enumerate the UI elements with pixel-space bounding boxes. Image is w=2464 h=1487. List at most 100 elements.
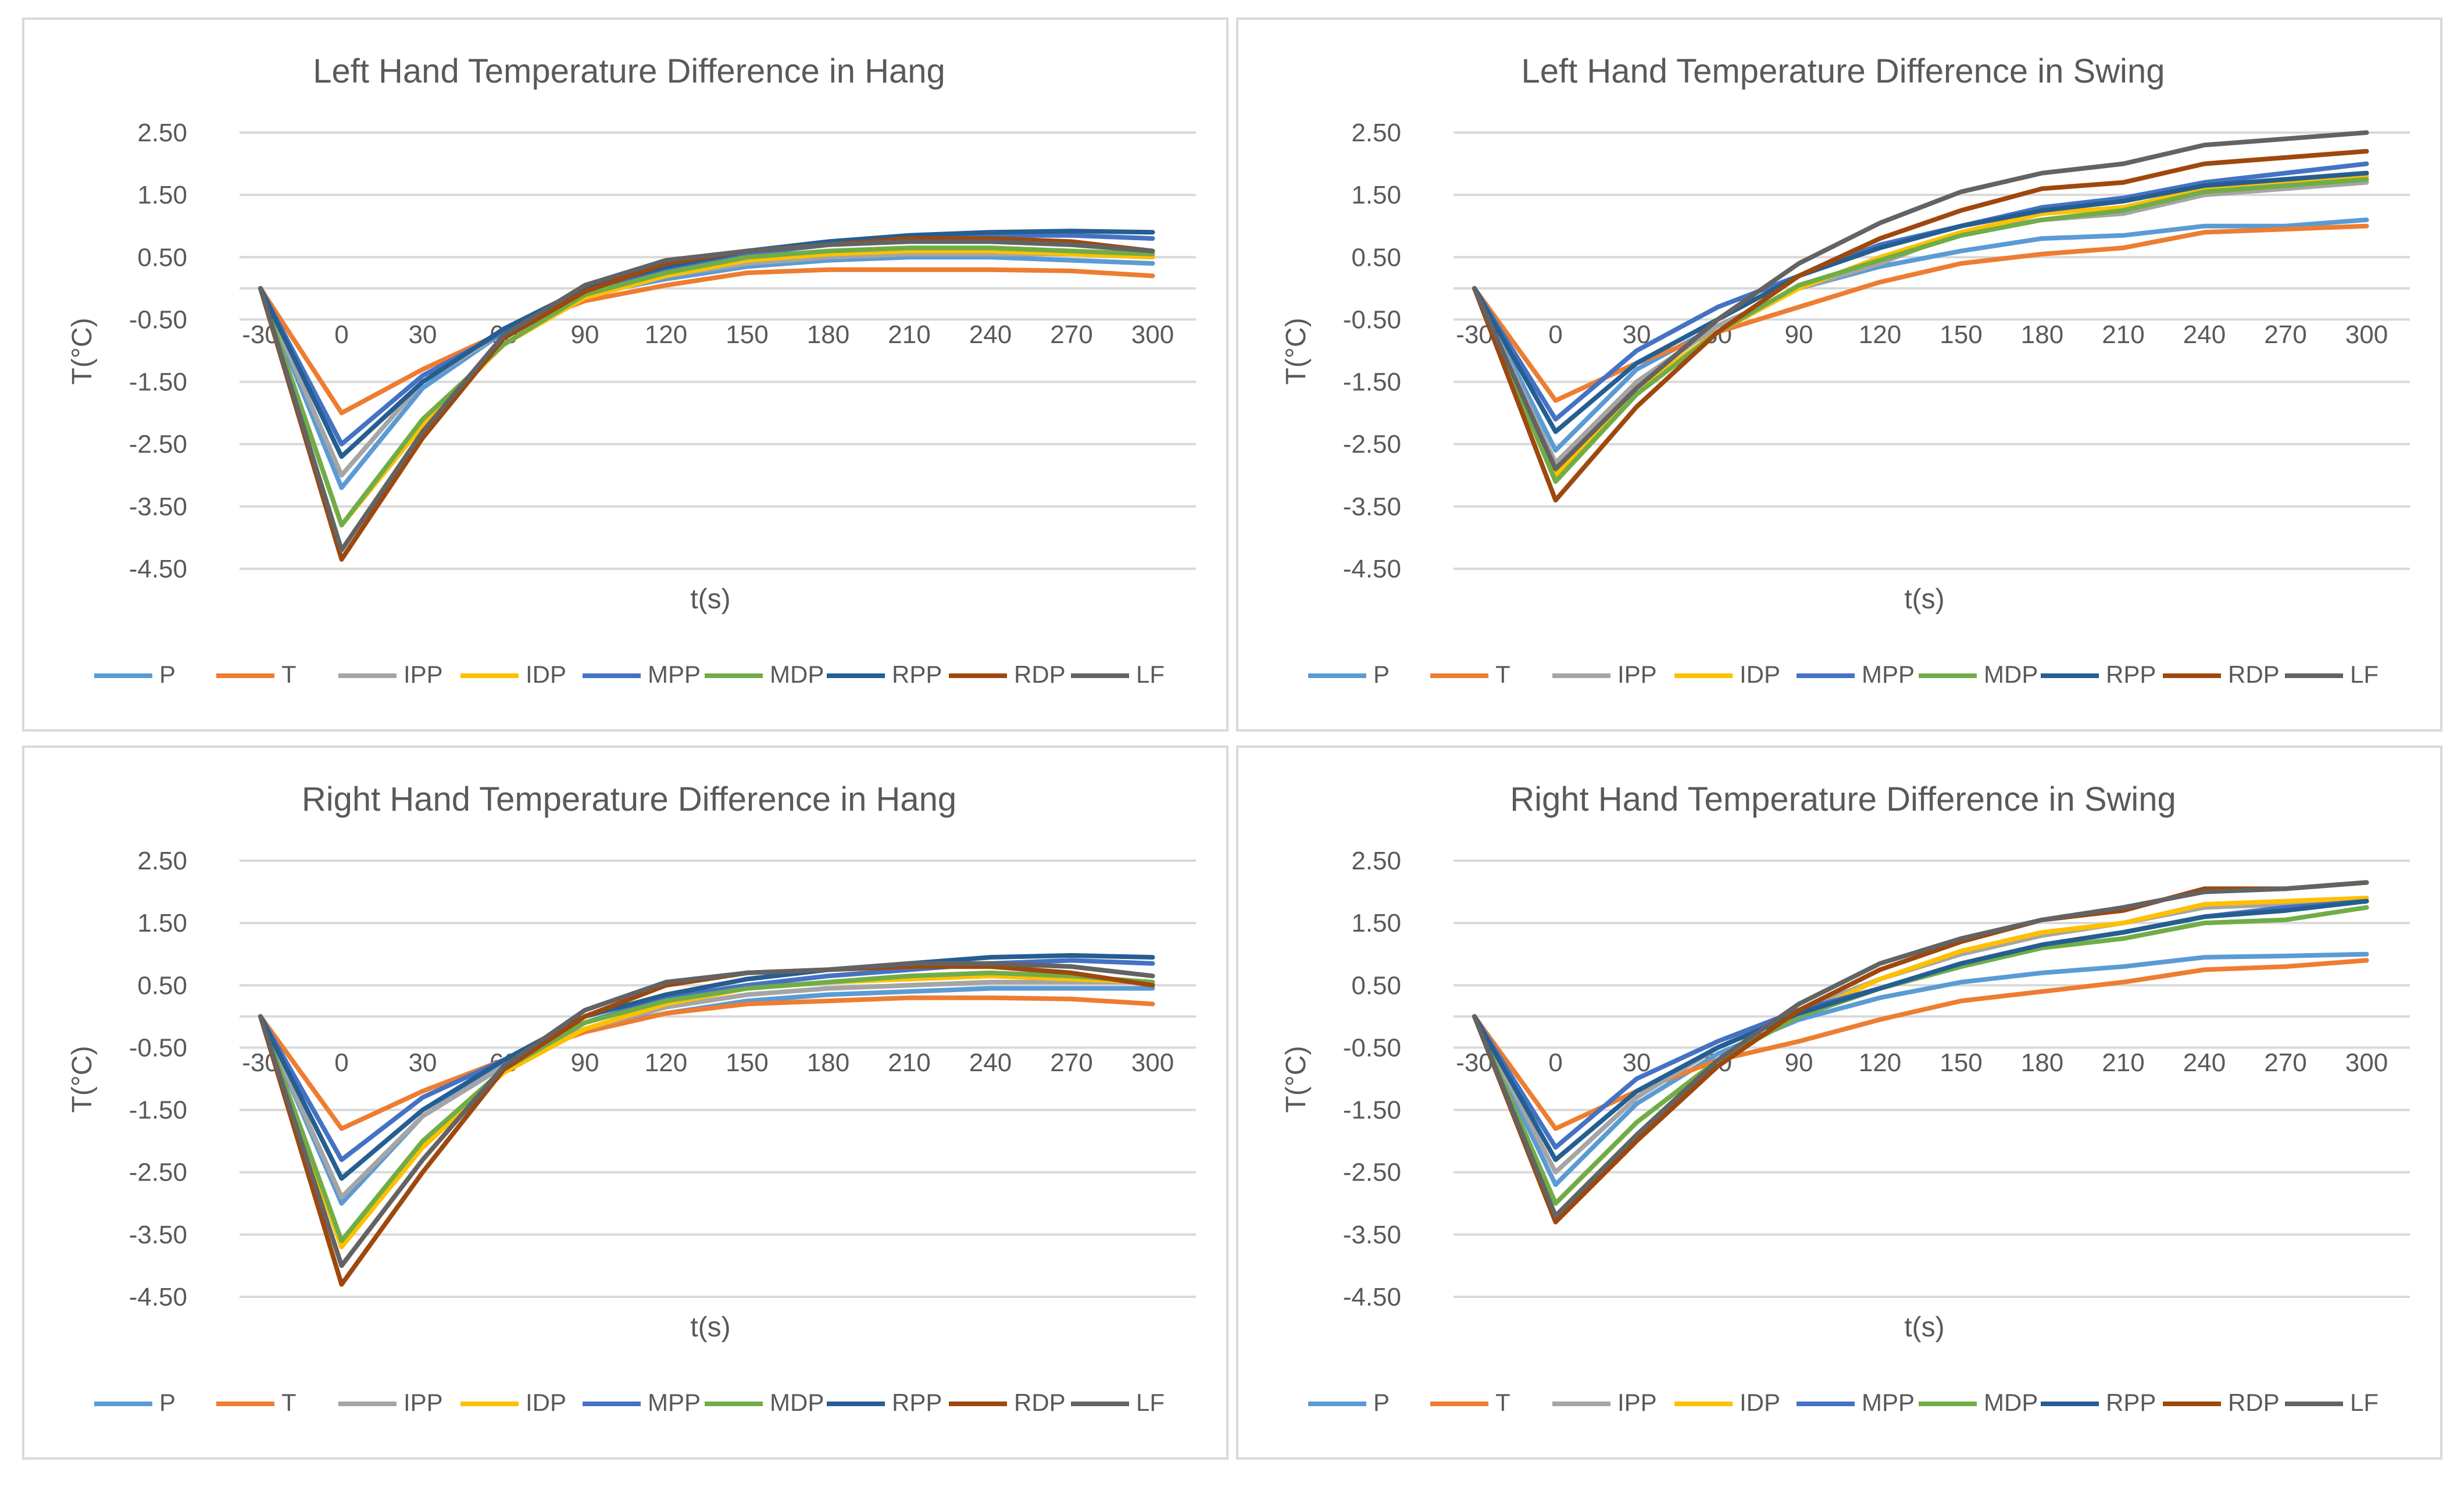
y-tick-label: -1.50 (129, 368, 187, 397)
x-tick-label: 270 (1050, 320, 1092, 349)
x-tick-label: 210 (2102, 1049, 2144, 1077)
y-tick-label: -3.50 (1343, 493, 1401, 521)
x-tick-label: 150 (1940, 1049, 1982, 1077)
series-line-rpp (258, 953, 1155, 1181)
chart-title: Left Hand Temperature Difference in Hang (313, 52, 945, 90)
legend-label: T (281, 1389, 297, 1416)
x-tick-label: 180 (2021, 1049, 2063, 1077)
x-axis-label: t(s) (1904, 584, 1944, 615)
x-tick-label: 300 (2345, 320, 2388, 349)
chart-panel-left-hang: Left Hand Temperature Difference in Hang… (22, 17, 1229, 732)
y-tick-label: -1.50 (129, 1096, 187, 1125)
y-tick-label: 0.50 (1351, 971, 1401, 1000)
series-line-mpp (258, 233, 1155, 447)
x-axis-label: t(s) (1904, 1312, 1944, 1343)
chart-title: Right Hand Temperature Difference in Han… (302, 780, 956, 818)
x-tick-label: 90 (1785, 320, 1813, 349)
x-tick-label: 120 (1859, 320, 1901, 349)
x-tick-label: 90 (571, 1049, 599, 1077)
y-tick-label: 1.50 (137, 181, 187, 209)
x-tick-label: 240 (969, 1049, 1012, 1077)
legend-label: LF (2350, 661, 2379, 688)
legend-label: RPP (2106, 1389, 2156, 1416)
y-axis-label: T(°C) (67, 1046, 98, 1112)
x-tick-label: 180 (807, 320, 849, 349)
legend-label: MPP (648, 661, 701, 688)
legend-label: P (159, 661, 176, 688)
x-tick-label: 300 (1131, 320, 1174, 349)
legend-label: P (1373, 1389, 1390, 1416)
y-tick-label: -4.50 (1343, 555, 1401, 583)
y-tick-label: 2.50 (1351, 119, 1401, 147)
y-tick-label: -3.50 (129, 493, 187, 521)
legend-label: T (1495, 1389, 1510, 1416)
legend-label: LF (2350, 1389, 2379, 1416)
legend-label: IPP (1617, 661, 1657, 688)
series-line-ipp (258, 979, 1155, 1200)
x-tick-label: 150 (726, 320, 768, 349)
y-tick-label: 1.50 (1351, 181, 1401, 209)
legend-label: IDP (1740, 1389, 1780, 1416)
y-tick-label: -2.50 (1343, 430, 1401, 459)
x-tick-label: 210 (2102, 320, 2144, 349)
series-line-lf (258, 239, 1155, 552)
x-tick-label: 90 (571, 320, 599, 349)
series-line-rdp (258, 964, 1155, 1287)
legend-label: RPP (892, 661, 942, 688)
x-tick-label: 150 (1940, 320, 1982, 349)
legend-label: RDP (2228, 661, 2280, 688)
chart-left-swing: Left Hand Temperature Difference in Swin… (1281, 52, 2410, 688)
series-line-rpp (1472, 898, 2369, 1163)
x-tick-label: 270 (2264, 320, 2306, 349)
y-tick-label: -1.50 (1343, 1096, 1401, 1125)
series-line-rdp (1472, 880, 2369, 1225)
x-tick-label: 210 (888, 1049, 930, 1077)
series-line-lf (258, 961, 1155, 1268)
series-line-p (1472, 951, 2369, 1188)
legend-label: MDP (1984, 661, 2038, 688)
x-tick-label: 270 (2264, 1049, 2306, 1077)
chart-panel-left-swing: Left Hand Temperature Difference in Swin… (1236, 17, 2442, 732)
y-tick-label: 0.50 (137, 971, 187, 1000)
chart-panel-right-hang: Right Hand Temperature Difference in Han… (22, 746, 1229, 1460)
chart-title: Left Hand Temperature Difference in Swin… (1522, 52, 2165, 90)
legend-label: RPP (892, 1389, 942, 1416)
x-tick-label: 240 (2183, 1049, 2226, 1077)
legend-label: RPP (2106, 661, 2156, 688)
y-tick-label: -0.50 (129, 305, 187, 334)
y-tick-label: 2.50 (1351, 847, 1401, 875)
y-tick-label: 0.50 (137, 243, 187, 272)
x-tick-label: 300 (2345, 1049, 2388, 1077)
series-line-lf (1472, 130, 2369, 472)
x-axis-label: t(s) (690, 1312, 730, 1343)
legend-label: RDP (1014, 1389, 1066, 1416)
legend-label: MPP (648, 1389, 701, 1416)
series-line-t (258, 267, 1155, 416)
series-line-mdp (258, 970, 1155, 1243)
chart-right-hang: Right Hand Temperature Difference in Han… (67, 780, 1196, 1416)
y-tick-label: 0.50 (1351, 243, 1401, 272)
series-line-lf (1472, 880, 2369, 1218)
x-tick-label: 210 (888, 320, 930, 349)
y-tick-label: -0.50 (1343, 1033, 1401, 1062)
x-axis-label: t(s) (690, 584, 730, 615)
chart-title: Right Hand Temperature Difference in Swi… (1510, 780, 2176, 818)
y-tick-label: -2.50 (1343, 1158, 1401, 1187)
x-tick-label: 240 (969, 320, 1012, 349)
series-line-idp (258, 248, 1155, 527)
series-line-idp (1472, 896, 2369, 1206)
legend-label: IDP (526, 661, 566, 688)
legend-label: P (159, 1389, 176, 1416)
x-tick-label: 240 (2183, 320, 2226, 349)
y-tick-label: -0.50 (1343, 305, 1401, 334)
x-tick-label: 180 (807, 1049, 849, 1077)
legend-label: IPP (1617, 1389, 1657, 1416)
x-tick-label: 0 (334, 1049, 348, 1077)
legend-label: IPP (403, 1389, 443, 1416)
x-tick-label: 180 (2021, 320, 2063, 349)
legend-label: MDP (1984, 1389, 2038, 1416)
x-tick-label: 300 (1131, 1049, 1174, 1077)
legend-label: MDP (770, 661, 824, 688)
series-line-mdp (1472, 177, 2369, 484)
legend-label: IDP (526, 1389, 566, 1416)
